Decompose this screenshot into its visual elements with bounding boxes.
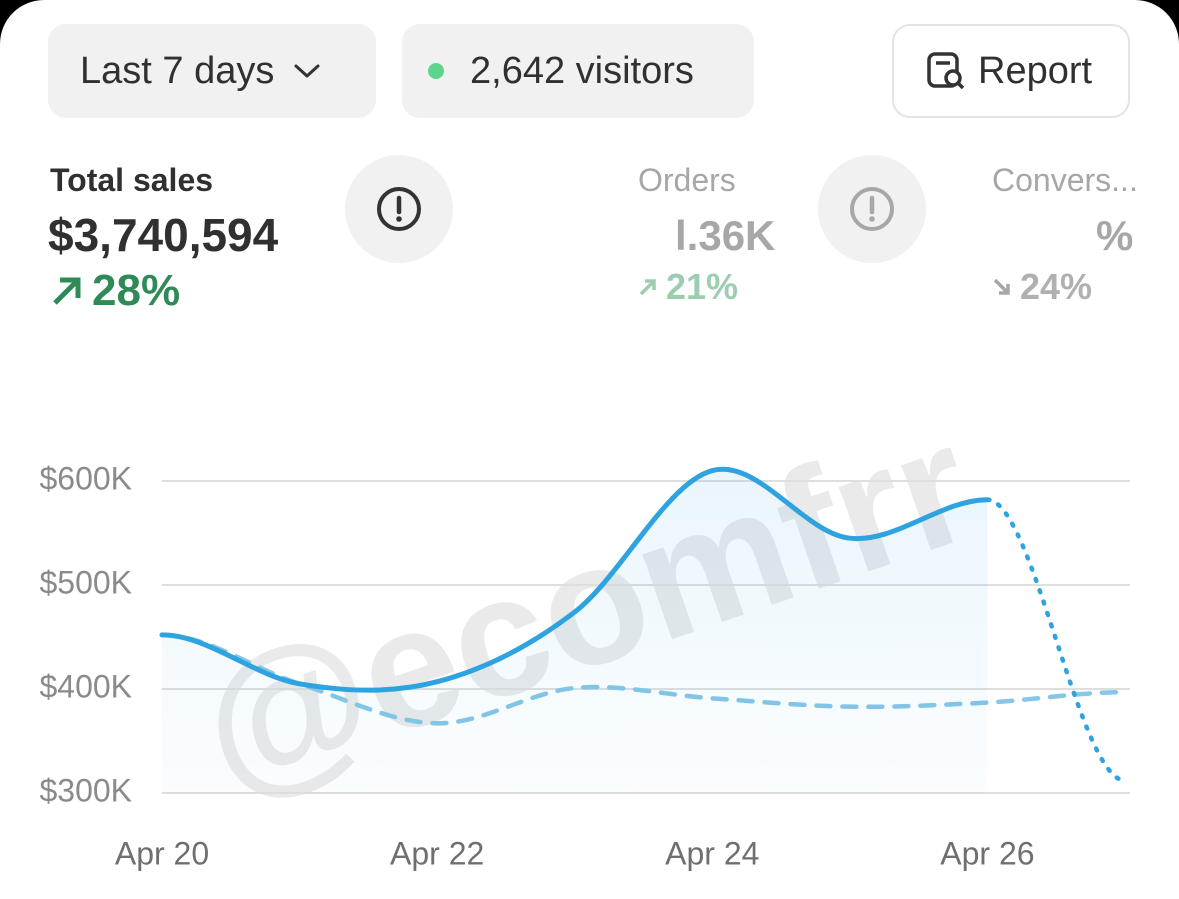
line — [985, 497, 1128, 783]
y-tick-label: $500K — [39, 564, 132, 600]
metric-change-value: 21% — [666, 266, 739, 307]
up-arrow — [53, 277, 81, 305]
x-tick-label: Apr 26 — [940, 835, 1034, 871]
metric-label: Total sales — [50, 162, 214, 198]
metric-change: 21% — [638, 266, 738, 308]
info-icon — [377, 187, 421, 231]
metric-change-value: 24% — [1020, 266, 1093, 307]
info-button[interactable] — [345, 155, 453, 263]
metric-label: Convers... — [992, 162, 1138, 198]
visitors-label: 2,642 visitors — [470, 49, 694, 92]
metric-label: Orders — [638, 162, 736, 198]
metric-change: 24% — [992, 266, 1092, 308]
y-tick-label: $400K — [39, 668, 132, 704]
metric-change-value: 28% — [92, 266, 181, 315]
up-arrow — [639, 279, 656, 296]
y-tick-label: $300K — [39, 772, 132, 808]
date-range-label: Last 7 days — [80, 49, 275, 92]
report-icon — [927, 52, 965, 90]
info-button[interactable] — [818, 155, 926, 263]
x-tick-label: Apr 20 — [115, 835, 209, 871]
metric-value: % — [1096, 212, 1134, 259]
metric-value: l.36K — [675, 212, 776, 259]
live-dot — [428, 63, 444, 79]
x-tick-label: Apr 22 — [390, 835, 484, 871]
report-label: Report — [978, 49, 1093, 92]
report-button[interactable]: Report — [892, 24, 1130, 118]
area — [162, 469, 988, 793]
y-tick-label: $600K — [39, 460, 132, 496]
date-range-button[interactable]: Last 7 days — [48, 24, 376, 118]
visitors-button[interactable]: 2,642 visitors — [402, 24, 754, 118]
info-icon — [850, 187, 894, 231]
down-arrow — [993, 278, 1010, 295]
metric-value: $3,740,594 — [48, 209, 279, 261]
chevron-icon — [294, 64, 320, 78]
x-tick-label: Apr 24 — [665, 835, 759, 871]
metric-change: 28% — [50, 266, 180, 316]
line — [159, 466, 990, 693]
